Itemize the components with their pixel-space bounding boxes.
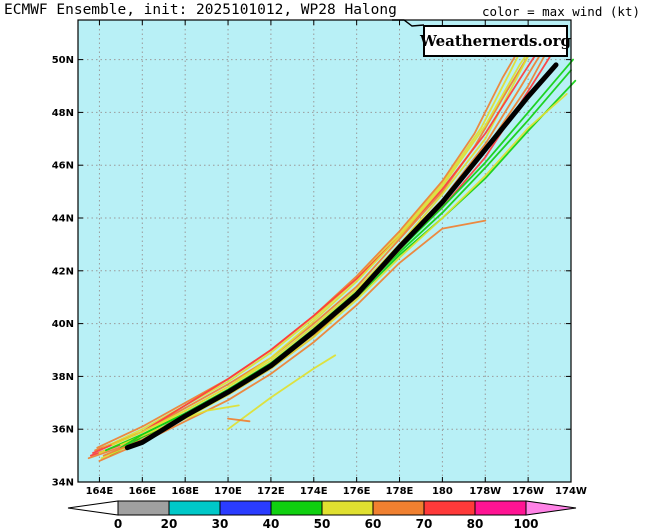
y-tick-label: 44N	[52, 214, 74, 225]
colorbar-swatch	[372, 500, 425, 516]
colorbar-label: 80	[467, 517, 484, 531]
logo-text: Weathernerds.org	[419, 32, 572, 50]
colorbar-label: 30	[212, 517, 229, 531]
colorbar-label: 100	[513, 517, 538, 531]
ensemble-track	[227, 417, 251, 423]
colorbar-swatch	[117, 500, 170, 516]
x-tick-label: 180	[432, 486, 453, 497]
x-tick-label: 166E	[128, 486, 156, 497]
ensemble-track	[96, 40, 525, 449]
x-tick-label: 178W	[469, 486, 501, 497]
plot-frame	[77, 19, 572, 483]
colorbar-swatch	[321, 500, 374, 516]
x-tick-label: 172E	[257, 486, 285, 497]
x-tick-label: 176W	[512, 486, 544, 497]
x-tick-label: 164E	[86, 486, 114, 497]
colorbar-swatch	[168, 500, 221, 516]
x-tick-label: 174E	[300, 486, 328, 497]
colorbar-label: 50	[314, 517, 331, 531]
y-tick-label: 38N	[52, 372, 74, 383]
y-tick-label: 36N	[52, 425, 74, 436]
x-tick-label: 176E	[343, 486, 371, 497]
ensemble-track	[111, 32, 542, 446]
colorbar-label: 40	[263, 517, 280, 531]
y-tick-label: 46N	[52, 161, 74, 172]
x-tick-label: 178E	[386, 486, 414, 497]
colorbar-label: 60	[365, 517, 382, 531]
ensemble-track	[94, 48, 534, 452]
colorbar-swatch	[219, 500, 272, 516]
colorbar-swatch	[270, 500, 323, 516]
x-tick-label: 170E	[214, 486, 242, 497]
colorbar-under-arrow	[67, 500, 119, 516]
colorbar-title: color = max wind (kt)	[481, 4, 640, 19]
y-tick-label: 34N	[52, 478, 74, 489]
ocean-background	[78, 20, 571, 482]
colorbar-swatch	[474, 500, 527, 516]
colorbar: 0 20 30 40 50 60 70 80 100	[67, 500, 577, 531]
y-tick-label: 48N	[52, 108, 74, 119]
weathernerds-logo: Weathernerds.org	[419, 25, 572, 57]
y-tick-label: 40N	[52, 319, 74, 330]
colorbar-over-arrow	[525, 500, 577, 516]
axis-ticks: 164E 166E 168E 170E 172E 174E 176E 178E 180 178W 1…	[52, 20, 587, 497]
y-tick-label: 42N	[52, 266, 74, 277]
chart-title: ECMWF Ensemble, init: 2025101012, WP28 H…	[4, 2, 397, 18]
x-tick-label: 174W	[555, 486, 587, 497]
ensemble-track	[92, 32, 551, 454]
colorbar-label: 20	[161, 517, 178, 531]
y-tick-label: 50N	[52, 55, 74, 66]
ensemble-track	[227, 354, 337, 431]
ensemble-mean-track	[124, 62, 559, 451]
colorbar-swatch	[423, 500, 476, 516]
colorbar-label: 0	[114, 517, 122, 531]
colorbar-label: 70	[416, 517, 433, 531]
ensemble-mean-track-group	[124, 62, 559, 451]
x-tick-label: 168E	[171, 486, 199, 497]
